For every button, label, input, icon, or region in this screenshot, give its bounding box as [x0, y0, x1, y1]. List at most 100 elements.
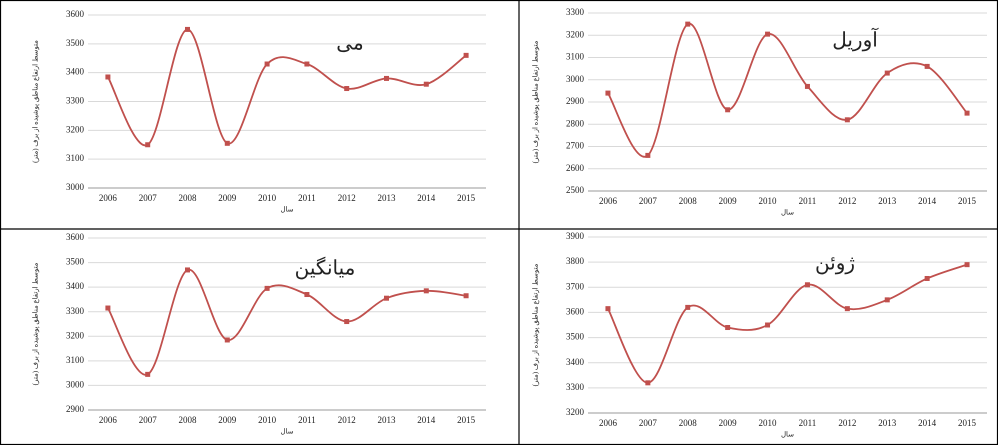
- y-tick-label: 3700: [566, 281, 585, 291]
- data-point: [725, 325, 731, 331]
- data-point: [344, 86, 350, 92]
- x-tick-label: 2014: [417, 193, 436, 203]
- data-point: [304, 61, 310, 67]
- x-tick-label: 2007: [639, 418, 658, 428]
- x-tick-label: 2010: [258, 415, 277, 425]
- data-point: [685, 21, 691, 27]
- x-tick-label: 2011: [298, 415, 316, 425]
- y-tick-label: 3800: [566, 256, 585, 266]
- data-point: [844, 117, 850, 123]
- y-tick-label: 2900: [566, 96, 585, 106]
- data-point: [924, 275, 930, 281]
- y-tick-label: 3600: [566, 306, 585, 316]
- x-tick-label: 2012: [338, 193, 356, 203]
- y-tick-label: 3300: [66, 306, 85, 316]
- x-tick-label: 2006: [99, 193, 118, 203]
- data-point: [844, 306, 850, 312]
- data-point: [605, 90, 611, 96]
- x-tick-label: 2013: [878, 418, 897, 428]
- x-tick-label: 2006: [599, 196, 618, 206]
- x-tick-label: 2007: [639, 196, 658, 206]
- y-tick-label: 2500: [566, 185, 585, 195]
- x-axis-label: سال: [280, 206, 293, 214]
- data-point: [605, 306, 611, 312]
- data-point: [685, 304, 691, 310]
- y-tick-label: 3600: [66, 9, 85, 19]
- y-tick-label: 3200: [66, 330, 85, 340]
- data-point: [105, 74, 111, 80]
- y-tick-label: 3300: [66, 96, 85, 106]
- data-point: [264, 285, 270, 291]
- x-tick-label: 2013: [378, 193, 397, 203]
- x-tick-label: 2010: [258, 193, 277, 203]
- x-tick-label: 2008: [179, 193, 198, 203]
- y-tick-label: 3300: [566, 7, 585, 17]
- data-point: [645, 152, 651, 158]
- x-tick-label: 2009: [218, 415, 237, 425]
- x-tick-label: 2011: [799, 196, 817, 206]
- data-point: [725, 107, 731, 113]
- x-tick-label: 2014: [417, 415, 436, 425]
- x-axis-label: سال: [280, 428, 293, 436]
- x-tick-label: 2006: [599, 418, 618, 428]
- x-tick-label: 2009: [719, 196, 738, 206]
- x-tick-label: 2013: [378, 415, 397, 425]
- y-tick-label: 3400: [66, 67, 85, 77]
- data-line: [607, 263, 968, 384]
- data-point: [185, 267, 190, 273]
- data-point: [804, 282, 810, 288]
- data-point: [645, 380, 651, 386]
- data-point: [344, 319, 350, 325]
- x-axis-label: سال: [781, 209, 794, 217]
- data-point: [463, 293, 469, 299]
- y-tick-label: 3200: [566, 407, 585, 417]
- data-point: [145, 371, 151, 377]
- data-point: [423, 81, 429, 87]
- data-point: [964, 262, 970, 268]
- y-tick-label: 3400: [66, 281, 85, 291]
- y-axis-label: متوسط ارتفاع مناطق پوشیده از برف (متر): [532, 263, 540, 386]
- x-tick-label: 2014: [918, 196, 937, 206]
- x-tick-label: 2014: [918, 418, 937, 428]
- y-tick-label: 3100: [66, 153, 85, 163]
- x-axis-label: سال: [781, 431, 794, 439]
- x-tick-label: 2009: [218, 193, 237, 203]
- y-axis-label: متوسط ارتفاع مناطق پوشیده از برف (متر): [32, 262, 40, 385]
- y-tick-label: 3900: [566, 231, 585, 241]
- y-tick-label: 3000: [66, 379, 85, 389]
- data-point: [463, 52, 469, 58]
- y-tick-label: 3000: [566, 74, 585, 84]
- chart-title: آوریل: [832, 28, 879, 52]
- chart-title: میانگین: [295, 257, 356, 280]
- data-point: [105, 305, 111, 311]
- x-tick-label: 2011: [799, 418, 817, 428]
- data-point: [804, 83, 810, 89]
- data-point: [884, 70, 890, 76]
- data-point: [384, 75, 389, 81]
- x-tick-label: 2015: [457, 193, 476, 203]
- x-tick-label: 2011: [298, 193, 316, 203]
- y-axis-label: متوسط ارتفاع مناطق پوشیده از برف (متر): [532, 40, 540, 163]
- data-point: [224, 140, 230, 146]
- y-tick-label: 3100: [66, 355, 85, 365]
- data-point: [185, 26, 190, 32]
- x-tick-label: 2006: [99, 415, 118, 425]
- x-tick-label: 2009: [719, 418, 738, 428]
- data-point: [224, 337, 230, 343]
- y-tick-label: 2900: [66, 404, 85, 414]
- y-tick-label: 2600: [566, 163, 585, 173]
- data-line: [607, 23, 968, 158]
- x-tick-label: 2010: [759, 196, 778, 206]
- data-point: [884, 297, 890, 303]
- data-point: [423, 288, 429, 294]
- x-tick-label: 2012: [838, 418, 856, 428]
- y-tick-label: 3400: [566, 357, 585, 367]
- x-tick-label: 2015: [958, 418, 977, 428]
- x-tick-label: 2012: [338, 415, 356, 425]
- data-point: [384, 295, 389, 301]
- x-tick-label: 2007: [139, 193, 158, 203]
- x-tick-label: 2008: [179, 415, 198, 425]
- x-tick-label: 2008: [679, 196, 698, 206]
- y-tick-label: 3600: [66, 232, 85, 242]
